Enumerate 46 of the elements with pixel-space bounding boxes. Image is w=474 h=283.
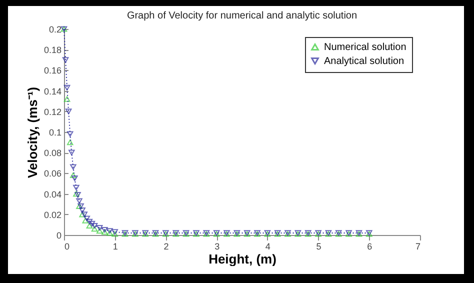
point [72,176,78,182]
x-tick-label: 5 [316,242,322,252]
point [70,172,76,178]
point [64,96,70,102]
y-axis-title: Velocity, (ms⁻¹) [24,86,40,178]
point [81,212,88,218]
point [70,164,76,170]
y-tick-label: 0.14 [44,86,62,96]
y-tick-label: 0.08 [44,148,62,158]
x-tick-label: 2 [164,242,169,252]
x-tick-label: 0 [64,242,70,252]
y-tick-label: 0.18 [44,45,62,56]
x-tick-label: 7 [415,242,420,252]
x-tick-label: 1 [112,242,118,252]
point [79,207,86,214]
y-tick-label: 0.02 [44,210,62,220]
point [66,131,74,137]
point [65,108,72,114]
x-tick-label: 3 [214,242,220,252]
point [68,150,75,156]
point [96,225,103,231]
y-tick-label: 0.2 [48,24,62,34]
point [96,228,103,234]
point [64,84,70,90]
y-tick-label: 0.12 [44,106,62,117]
chart-title: Graph of Velocity for numerical and analytic solution [126,10,358,22]
x-tick-label: 6 [367,242,372,252]
point [66,140,74,146]
point [73,184,80,190]
legend-label: Numerical solution [324,42,406,53]
y-tick-label: 0 [56,230,62,240]
y-tick-label: 0.16 [44,66,62,76]
point [79,212,86,218]
x-axis-title: Height, (m) [208,252,276,266]
point [86,218,93,224]
y-tick-label: 0.06 [44,168,62,179]
x-tick-label: 4 [265,242,270,252]
point [76,198,82,204]
point [88,220,96,226]
point [62,57,69,63]
legend-label: Analytical solution [324,56,404,67]
point [86,222,93,229]
y-tick-label: 0.04 [44,189,62,200]
point [91,226,98,232]
point [91,222,98,229]
y-tick-label: 0.1 [48,128,62,138]
